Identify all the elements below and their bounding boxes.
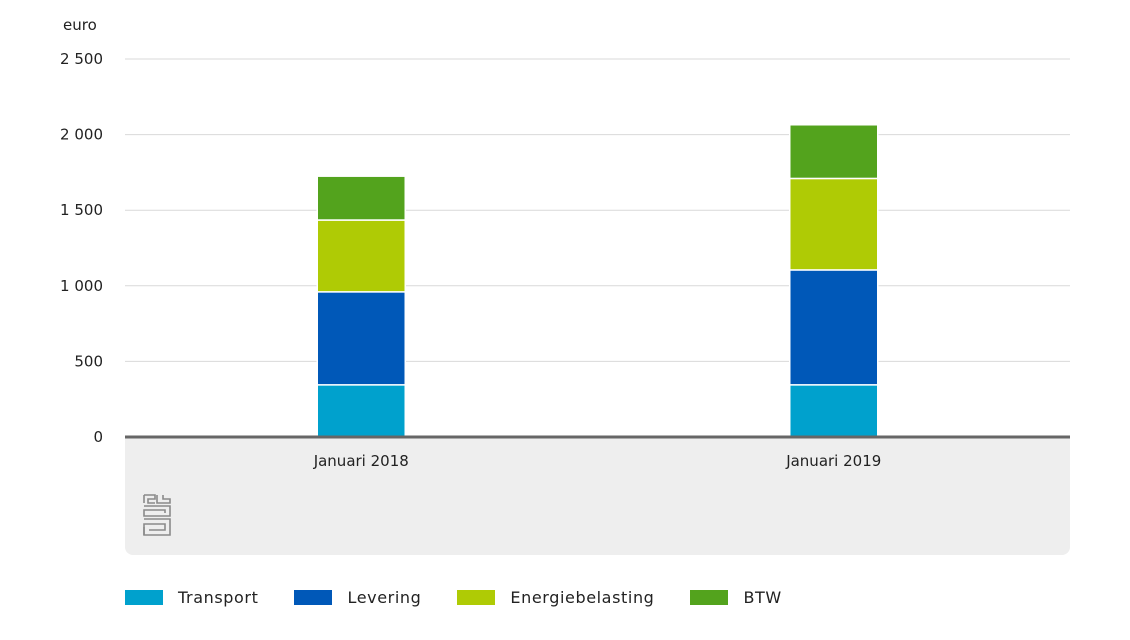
gridlines	[125, 58, 1070, 362]
bar-segment-transport[interactable]	[316, 384, 406, 438]
bar-segment-energiebelasting[interactable]	[316, 219, 406, 293]
legend-item-energiebelasting[interactable]: Energiebelasting	[457, 588, 654, 607]
cbs-logo-icon	[143, 494, 171, 536]
y-tick-label: 0	[93, 428, 103, 446]
legend-swatch-transport	[125, 590, 163, 605]
bar-segment-levering[interactable]	[316, 291, 406, 386]
bar-segment-btw[interactable]	[316, 175, 406, 221]
legend-label: BTW	[743, 588, 782, 607]
bar-segment-btw[interactable]	[789, 124, 879, 180]
bar-segment-transport[interactable]	[789, 384, 879, 438]
y-tick-label: 500	[74, 352, 103, 370]
bar-segment-energiebelasting[interactable]	[789, 177, 879, 271]
legend-item-levering[interactable]: Levering	[294, 588, 421, 607]
x-axis-ticks: Januari 2018 Januari 2019	[313, 452, 882, 470]
legend-swatch-energiebelasting	[457, 590, 496, 605]
legend: Transport Levering Energiebelasting BTW	[125, 588, 818, 607]
y-tick-label: 2 000	[60, 126, 103, 144]
x-tick-label: Januari 2018	[313, 452, 409, 470]
y-axis-label: euro	[63, 16, 97, 34]
x-axis-panel-top-fill	[125, 437, 1070, 449]
y-tick-label: 1 500	[60, 201, 103, 219]
legend-label: Levering	[347, 588, 422, 607]
x-axis-panel	[125, 437, 1070, 555]
legend-swatch-levering	[294, 590, 333, 605]
legend-label: Energiebelasting	[510, 588, 655, 607]
legend-swatch-btw	[690, 590, 729, 605]
bars	[316, 124, 879, 438]
y-tick-label: 2 500	[60, 50, 103, 68]
y-tick-label: 1 000	[60, 277, 103, 295]
bar-segment-levering[interactable]	[789, 269, 879, 386]
legend-item-transport[interactable]: Transport	[125, 588, 258, 607]
legend-item-btw[interactable]: BTW	[690, 588, 781, 607]
x-tick-label: Januari 2019	[785, 452, 881, 470]
y-axis-ticks: 0 500 1 000 1 500 2 000 2 500	[60, 50, 103, 446]
legend-label: Transport	[178, 588, 259, 607]
